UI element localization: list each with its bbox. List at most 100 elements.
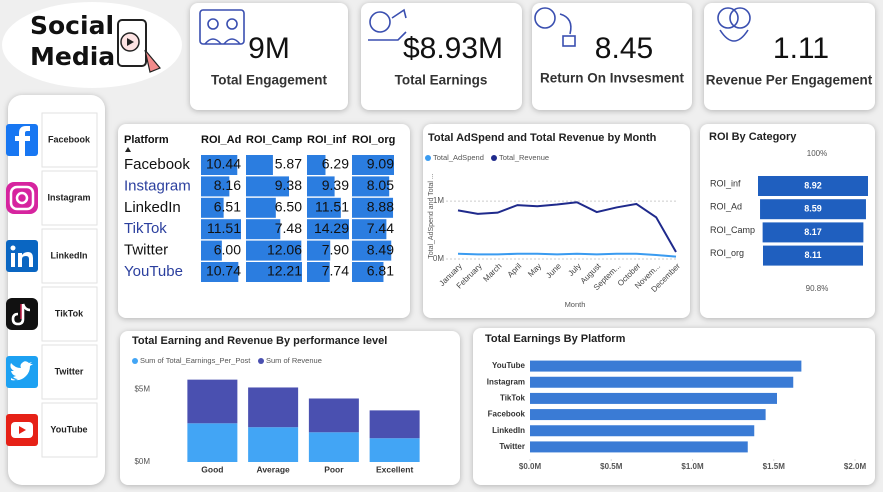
funnel-annotation: 100% [807,149,827,158]
table-header: ROI_Camp [246,134,303,146]
chart-title: Total Earnings By Platform [485,333,626,345]
y-tick-label: 1M [433,196,444,205]
data-bar [246,176,290,197]
x-tick-label: $0.0M [519,462,542,471]
table-cell: 9.09 [367,156,394,172]
table-cell: 14.29 [314,220,349,236]
bar [530,392,777,404]
sidebar-label: Instagram [47,192,90,202]
icon [10,245,16,251]
bar-segment [248,387,299,428]
bar-segment [308,398,359,433]
x-tick-label: $1.5M [763,462,786,471]
legend-marker [491,155,497,161]
table-cell: YouTube [124,263,183,280]
legend-marker [258,358,264,364]
x-tick-label: Excellent [376,464,413,474]
funnel-bar [760,199,866,220]
table-header: ROI_Ad [201,134,241,146]
x-tick-label: Good [201,464,223,474]
data-bar [307,240,331,261]
sidebar-item: YouTube [6,402,98,458]
x-tick-label: Poor [324,464,344,474]
sort-indicator [125,147,131,152]
logo-icon [117,19,161,73]
y-tick-label: Facebook [488,410,526,419]
bar-segment [187,423,238,462]
chart-card [423,124,690,318]
bar [530,376,794,388]
icon [6,182,38,214]
table-cell: 6.29 [322,156,349,172]
funnel-bar [762,245,864,266]
table-cell: 10.44 [206,156,241,172]
kpi-card [704,3,875,110]
y-tick-label: Twitter [499,442,525,451]
y-tick-label: 0M [433,254,444,263]
bar-segment [369,410,420,439]
sidebar-item: Instagram [6,170,98,226]
table-cell: 9.39 [322,177,349,193]
legend-label: Sum of Revenue [266,356,322,365]
table-cell: Facebook [124,156,190,173]
legend-label: Total_Revenue [499,153,549,162]
data-label: 8.17 [804,227,822,237]
y-tick-label: $0M [134,457,150,466]
kpi-label: Total Earnings [395,73,488,88]
table-cell: 10.74 [206,263,241,279]
y-tick-label: YouTube [492,361,526,370]
data-bar [352,240,392,261]
kpi-value: $8.93M [403,32,503,65]
chart-title: Total AdSpend and Total Revenue by Month [428,132,657,144]
sidebar-label: YouTube [50,424,87,434]
sidebar-label-box [41,170,98,226]
funnel-bar [758,176,868,196]
icon [18,252,33,267]
sidebar-item: Twitter [6,344,98,400]
table-cell: 8.05 [367,177,394,193]
bar [530,409,766,421]
table-cell: 7.44 [367,220,394,236]
data-bar [246,262,302,282]
icon [9,185,35,211]
data-bar [307,197,341,218]
table-cell: 11.51 [315,199,349,215]
sidebar-label: Twitter [55,366,84,376]
bar [530,425,755,437]
table-cell: 6.81 [367,263,394,279]
table-cell: 8.49 [367,241,394,257]
data-bar [246,155,273,175]
chart-title: Total Earning and Revenue By performance… [132,335,387,347]
data-bar [246,219,281,240]
data-label: 8.11 [804,250,821,260]
data-bar [352,219,387,240]
table-header: ROI_org [352,134,395,146]
kpi-label: Revenue Per Engagement [706,73,873,88]
table-cell: 5.87 [275,156,302,172]
data-bar [352,176,390,197]
legend-marker [425,155,431,161]
bar [530,360,802,372]
data-bar [246,240,302,261]
kpi-label: Total Engagement [211,73,328,88]
kpi-value: 9M [248,32,290,65]
sidebar-label: Facebook [48,134,91,144]
category-label: ROI_Camp [710,225,755,235]
category-label: ROI_org [710,248,744,258]
data-bar [201,240,222,261]
sidebar-label-box [41,112,98,168]
table-cell: TikTok [124,220,167,237]
table-cell: 12.06 [267,241,302,257]
funnel-annotation: 90.8% [806,284,829,293]
data-label: 8.59 [804,204,822,214]
category-label: ROI_inf [710,178,741,188]
y-tick-label: $5M [134,385,150,394]
kpi-card [361,3,522,110]
table-header: Platform [124,134,169,146]
legend-marker [132,358,138,364]
data-bar [352,155,394,175]
table-cell: 7.90 [322,241,349,257]
table-cell: 6.00 [214,241,241,257]
funnel-bar [762,222,864,243]
